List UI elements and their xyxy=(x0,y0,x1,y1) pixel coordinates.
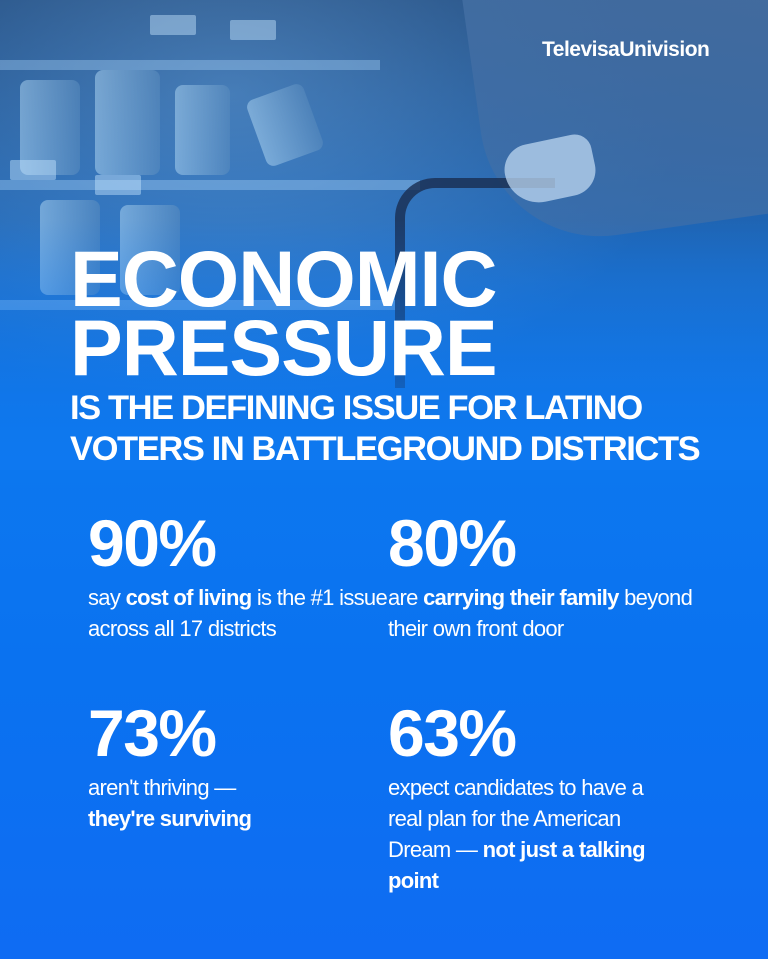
stat-text-bold: they're surviving xyxy=(88,806,252,831)
stat-text-bold: carrying their family xyxy=(423,585,619,610)
subheadline: IS THE DEFINING ISSUE FOR LATINO VOTERS … xyxy=(70,388,720,470)
headline-line-1: ECONOMIC xyxy=(70,234,497,323)
background-photo xyxy=(0,0,768,470)
stat-value: 90% xyxy=(88,506,217,580)
photo-fade xyxy=(0,220,768,470)
subheadline-line-1: IS THE DEFINING ISSUE FOR LATINO xyxy=(70,389,643,427)
stat-text: is the #1 issue across all 17 districts xyxy=(88,585,388,641)
price-tag xyxy=(230,20,276,40)
stat-value: 80% xyxy=(388,506,517,580)
price-tag xyxy=(10,160,56,180)
stat-american-dream: 63% expect candidates to have a real pla… xyxy=(388,700,718,896)
shelf xyxy=(0,60,380,70)
subheadline-line-2: VOTERS IN BATTLEGROUND DISTRICTS xyxy=(70,430,701,468)
product-can xyxy=(20,80,80,175)
stat-text: beyond their own front door xyxy=(388,585,693,641)
stat-description: are carrying their family beyond their o… xyxy=(388,582,718,644)
stat-text-bold: not just a talking point xyxy=(388,837,646,893)
stat-text: say xyxy=(88,585,126,610)
price-tag xyxy=(95,175,141,195)
stat-description: aren't thriving — they're surviving xyxy=(88,772,298,834)
stat-text: aren't thriving — xyxy=(88,775,236,800)
product-can xyxy=(175,85,230,175)
headline: ECONOMIC PRESSURE xyxy=(70,234,498,392)
product-can xyxy=(95,70,160,175)
brand-logo: TelevisaUnivision xyxy=(542,38,710,61)
stat-value: 73% xyxy=(88,696,217,770)
stat-text: expect candidates to have a real plan fo… xyxy=(388,775,644,862)
stat-surviving: 73% aren't thriving — they're surviving xyxy=(88,700,388,834)
stat-cost-of-living: 90% say cost of living is the #1 issue a… xyxy=(88,510,388,644)
stat-description: say cost of living is the #1 issue acros… xyxy=(88,582,388,644)
product-can xyxy=(244,81,326,169)
stat-text-bold: cost of living xyxy=(125,585,253,610)
price-tag xyxy=(150,15,196,35)
stat-carrying-family: 80% are carrying their family beyond the… xyxy=(388,510,718,644)
stat-description: expect candidates to have a real plan fo… xyxy=(388,772,678,896)
stat-value: 63% xyxy=(388,696,517,770)
headline-line-2: PRESSURE xyxy=(70,303,498,392)
shelf xyxy=(0,180,420,190)
stat-text: are xyxy=(388,585,424,610)
